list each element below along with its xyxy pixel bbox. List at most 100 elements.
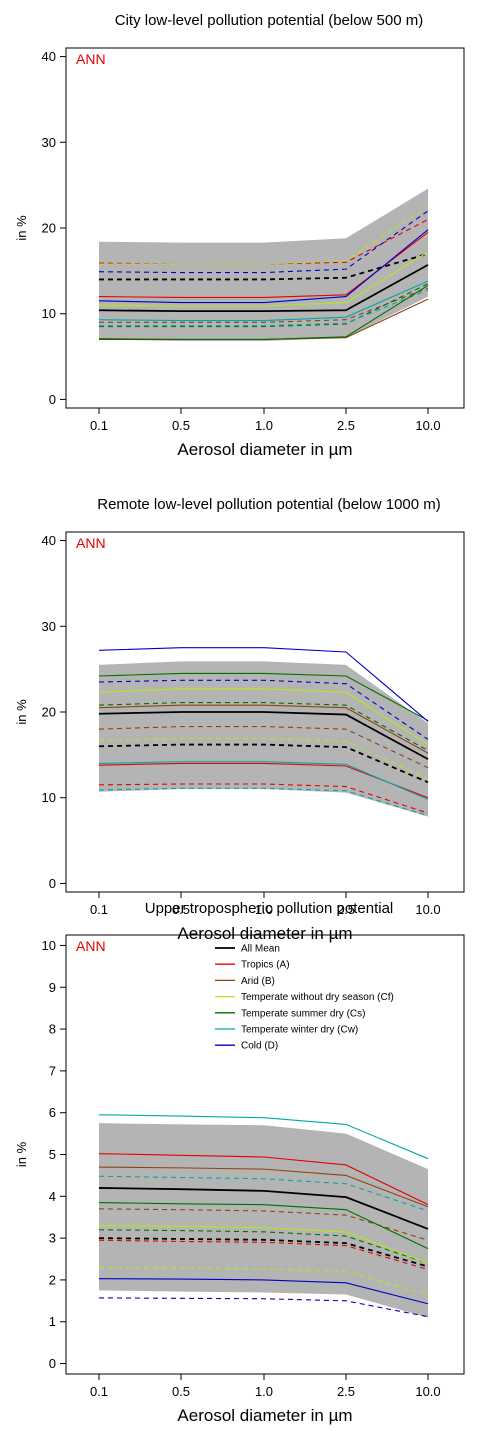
series-dashed-arid	[99, 287, 429, 323]
x-tick-label: 1.0	[255, 1384, 273, 1399]
series-line-all-mean	[98, 264, 429, 313]
chart-panel-1: City low-level pollution potential (belo…	[14, 12, 465, 459]
x-tick-label: 0.1	[90, 1384, 108, 1399]
x-tick-label: 10.0	[415, 1384, 440, 1399]
y-tick-label: 0	[49, 392, 56, 407]
x-tick-label: 1.0	[255, 902, 273, 917]
x-tick-label: 1.0	[255, 418, 273, 433]
series-line-cold	[98, 1278, 429, 1305]
y-axis-title: in %	[14, 699, 29, 725]
y-tick-label: 6	[49, 1105, 56, 1120]
series-dashed-temperate-summer-dry	[98, 1229, 429, 1264]
series-line-cold	[98, 647, 429, 722]
x-tick-label: 10.0	[415, 418, 440, 433]
chart-title: Remote low-level pollution potential (be…	[97, 496, 441, 513]
chart-title: Upper tropospheric pollution potential	[145, 900, 394, 917]
y-tick-label: 0	[49, 876, 56, 891]
series-dashed-all-mean	[99, 252, 429, 281]
series-line-tropics	[98, 1153, 429, 1206]
x-tick-label: 2.5	[337, 1384, 355, 1399]
legend-item-temperate-winter-dry: Temperate winter dry (Cw)	[241, 1025, 358, 1036]
y-tick-label: 0	[49, 1356, 56, 1371]
series-line-temperate-summer-dry	[98, 672, 429, 722]
series-line-all-mean	[98, 711, 429, 760]
series-line-temperate-winter-dry	[98, 761, 429, 800]
y-tick-label: 20	[42, 221, 56, 236]
y-tick-label: 9	[49, 980, 56, 995]
series-line-cold	[98, 229, 429, 304]
chart-panel-3: Upper tropospheric pollution potential AN…	[14, 900, 465, 1425]
series-line-arid	[98, 1166, 429, 1208]
series-dashed-cold	[98, 1297, 429, 1318]
x-tick-label: 0.1	[90, 902, 108, 917]
series-line-temperate-no-dry	[98, 1225, 429, 1264]
series-dashed-temperate-no-dry	[98, 738, 429, 780]
x-tick-label: 0.5	[172, 902, 190, 917]
y-axis-title: in %	[14, 215, 29, 241]
series-line-temperate-no-dry	[98, 251, 429, 307]
x-tick-label: 0.5	[172, 418, 190, 433]
series-dashed-temperate-winter-dry	[99, 289, 429, 327]
x-tick-label: 0.1	[90, 418, 108, 433]
series-line-temperate-summer-dry	[98, 1202, 429, 1250]
y-tick-label: 20	[42, 705, 56, 720]
series-dashed-temperate-summer-dry	[99, 283, 429, 328]
y-tick-label: 10	[42, 790, 56, 805]
x-tick-label: 2.5	[337, 902, 355, 917]
legend: All Mean Tropics (A) Arid (B) Temperate wit…	[215, 944, 394, 1052]
y-tick-label: 1	[49, 1314, 56, 1329]
y-tick-label: 5	[49, 1147, 56, 1162]
series-dashed-cold	[98, 679, 429, 740]
y-axis-title: in %	[14, 1141, 29, 1167]
series-dashed-all-mean	[98, 1237, 429, 1268]
legend-item-temperate-summer-dry: Temperate summer dry (Cs)	[241, 1008, 365, 1019]
legend-item-temperate-no-dry: Temperate without dry season (Cf)	[241, 992, 394, 1003]
x-tick-label: 10.0	[415, 902, 440, 917]
series-dashed-all-mean	[98, 743, 429, 784]
series-dashed-temperate-winter-dry	[98, 787, 429, 817]
legend-item-cold: Cold (D)	[241, 1041, 278, 1052]
y-tick-label: 3	[49, 1231, 56, 1246]
x-tick-label: 2.5	[337, 418, 355, 433]
series-dashed-temperate-no-dry	[99, 206, 429, 265]
series-line-temperate-winter-dry	[98, 280, 429, 322]
series-dashed-temperate-no-dry	[98, 1266, 429, 1296]
series-dashed-tropics	[98, 1239, 429, 1271]
legend-item-all-mean: All Mean	[241, 944, 280, 955]
x-axis-title: Aerosol diameter in µm	[177, 1406, 352, 1425]
series-line-temperate-winter-dry	[98, 1114, 429, 1160]
series-line-all-mean	[98, 1187, 429, 1230]
series-dashed-tropics	[98, 783, 429, 814]
y-tick-label: 10	[42, 306, 56, 321]
spread-band	[99, 1123, 428, 1318]
annotation-label: ANN	[76, 535, 106, 551]
x-axis-title: Aerosol diameter in µm	[177, 924, 352, 943]
y-tick-label: 2	[49, 1272, 56, 1287]
y-tick-label: 8	[49, 1022, 56, 1037]
y-tick-label: 40	[42, 533, 56, 548]
annotation-label: ANN	[76, 51, 106, 67]
series-dashed-cold	[98, 210, 429, 274]
y-tick-label: 40	[42, 49, 56, 64]
y-tick-label: 7	[49, 1063, 56, 1078]
series-line-temperate-no-dry	[98, 688, 429, 746]
x-tick-label: 0.5	[172, 1384, 190, 1399]
y-tick-label: 10	[42, 938, 56, 953]
legend-item-arid: Arid (B)	[241, 976, 275, 987]
chart-panel-2: Remote low-level pollution potential (be…	[14, 496, 465, 943]
y-tick-label: 30	[42, 619, 56, 634]
y-tick-label: 30	[42, 135, 56, 150]
annotation-label: ANN	[76, 938, 106, 954]
series-dashed-temperate-winter-dry	[98, 1175, 429, 1212]
series-dashed-temperate-summer-dry	[98, 702, 429, 752]
x-axis-title: Aerosol diameter in µm	[177, 440, 352, 459]
legend-item-tropics: Tropics (A)	[241, 960, 290, 971]
series-dashed-arid	[98, 1208, 429, 1241]
chart-title: City low-level pollution potential (belo…	[115, 12, 423, 29]
series-line-temperate-summer-dry	[99, 284, 429, 340]
y-tick-label: 4	[49, 1189, 56, 1204]
spread-band	[99, 188, 428, 342]
series-line-arid	[98, 704, 429, 754]
series-dashed-arid	[98, 726, 429, 769]
